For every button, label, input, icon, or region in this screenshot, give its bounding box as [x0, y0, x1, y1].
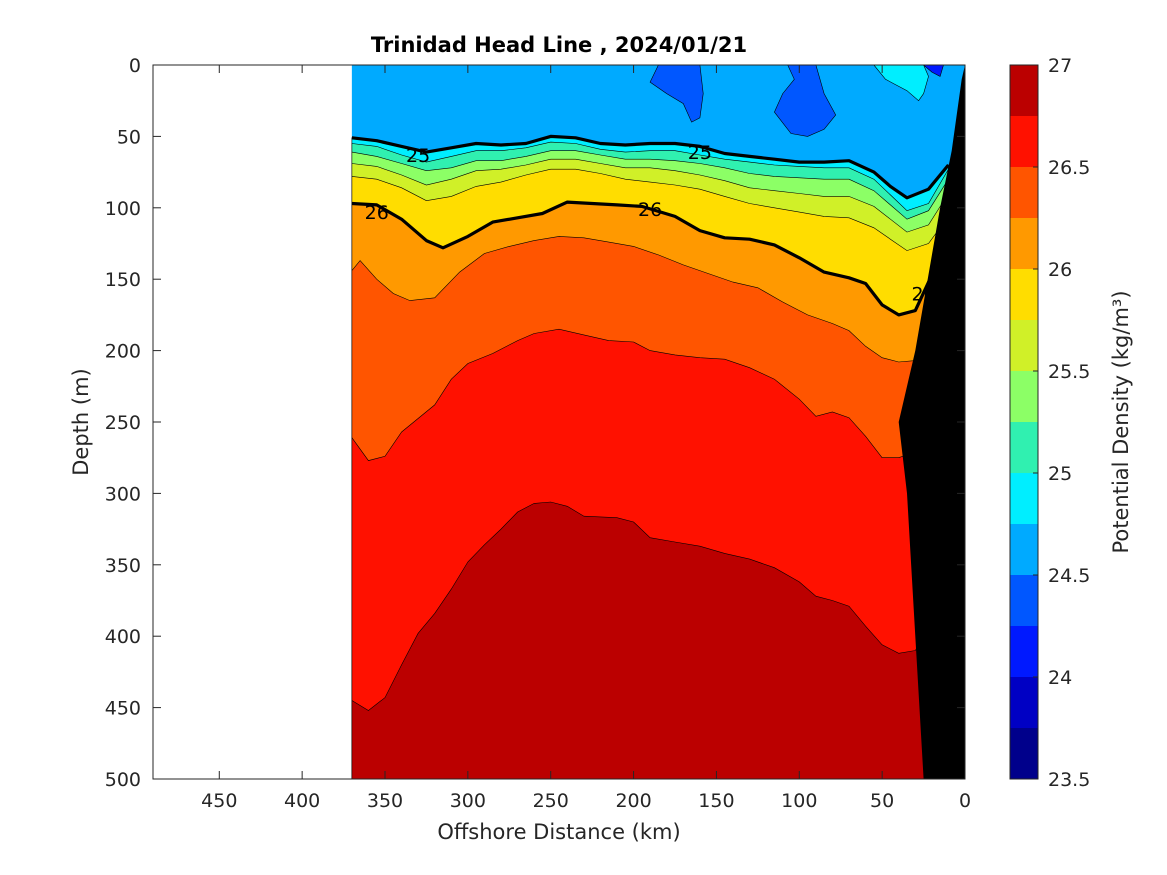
x-tick-label: 100: [781, 790, 817, 812]
density-patch-2: [873, 65, 929, 102]
colorbar-tick-label: 23.5: [1048, 769, 1090, 791]
y-tick-label: 500: [105, 769, 141, 791]
colorbar-level-6: [1010, 422, 1038, 473]
x-axis-ticks: 450 400 350 300 250 200 150 100 50 0: [201, 65, 971, 812]
contour-line-25: [351, 134, 950, 200]
colorbar-level-2: [1010, 626, 1038, 677]
x-tick-label: 50: [870, 790, 894, 812]
colorbar-tick-label: 26.5: [1048, 157, 1090, 179]
density-patch-3: [923, 65, 944, 77]
x-axis-label: Offshore Distance (km): [437, 820, 680, 844]
y-axis-ticks: 0 50 100 150 200 250 300 350 400 450 500: [105, 55, 965, 791]
y-tick-label: 350: [105, 555, 141, 577]
contour-label-26: 26: [638, 199, 662, 221]
y-tick-label: 100: [105, 198, 141, 220]
colorbar-level-5: [1010, 473, 1038, 524]
colorbar-level-4: [1010, 524, 1038, 575]
x-tick-label: 250: [533, 790, 569, 812]
colorbar-tick-label: 25.5: [1048, 361, 1090, 383]
colorbar-level-0: [1010, 728, 1038, 779]
colorbar-tick-label: 26: [1048, 259, 1072, 281]
colorbar-level-3: [1010, 575, 1038, 626]
y-tick-label: 50: [117, 126, 141, 148]
chart-title: Trinidad Head Line , 2024/01/21: [371, 33, 747, 57]
contour-label-25: 25: [688, 142, 712, 164]
contour-label-26: 26: [911, 283, 935, 305]
colorbar-tick-label: 24: [1048, 667, 1072, 689]
y-tick-label: 300: [105, 483, 141, 505]
contour-label-25: 25: [406, 145, 430, 167]
y-tick-label: 400: [105, 626, 141, 648]
colorbar-tick-label: 24.5: [1048, 565, 1090, 587]
colorbar-level-13: [1010, 65, 1038, 116]
y-tick-label: 450: [105, 698, 141, 720]
colorbar-ticks: 23.5 24 24.5 25 25.5 26 26.5 27: [1033, 55, 1090, 791]
colorbar-level-1: [1010, 677, 1038, 728]
contour-line-26: [351, 200, 947, 317]
colorbar-level-12: [1010, 116, 1038, 167]
x-tick-label: 150: [698, 790, 734, 812]
plot-area: [351, 65, 965, 779]
density-band-8: [351, 501, 933, 779]
x-tick-label: 450: [201, 790, 237, 812]
x-tick-label: 200: [615, 790, 651, 812]
contour-label-26: 26: [365, 202, 389, 224]
colorbar-tick-label: 27: [1048, 55, 1072, 77]
colorbar-level-10: [1010, 218, 1038, 269]
x-tick-label: 0: [959, 790, 971, 812]
density-patch-0: [649, 65, 704, 123]
colorbar-tick-label: 25: [1048, 463, 1072, 485]
y-axis-label: Depth (m): [69, 368, 93, 475]
colorbar-level-11: [1010, 167, 1038, 218]
colorbar-label: Potential Density (kg/m³): [1109, 290, 1133, 553]
x-tick-label: 350: [367, 790, 403, 812]
colorbar-level-8: [1010, 320, 1038, 371]
colorbar-level-9: [1010, 269, 1038, 320]
colorbar-level-7: [1010, 371, 1038, 422]
density-patch-1: [774, 65, 837, 137]
colorbar-frame: [1009, 64, 1039, 780]
y-tick-label: 150: [105, 269, 141, 291]
y-tick-label: 200: [105, 341, 141, 363]
y-tick-label: 250: [105, 412, 141, 434]
x-tick-label: 300: [450, 790, 486, 812]
y-tick-label: 0: [129, 55, 141, 77]
bathymetry-mask: [898, 65, 965, 779]
contour-labels: 25 25 26 26 26: [365, 142, 936, 305]
x-tick-label: 400: [284, 790, 320, 812]
colorbar: [1009, 64, 1039, 780]
